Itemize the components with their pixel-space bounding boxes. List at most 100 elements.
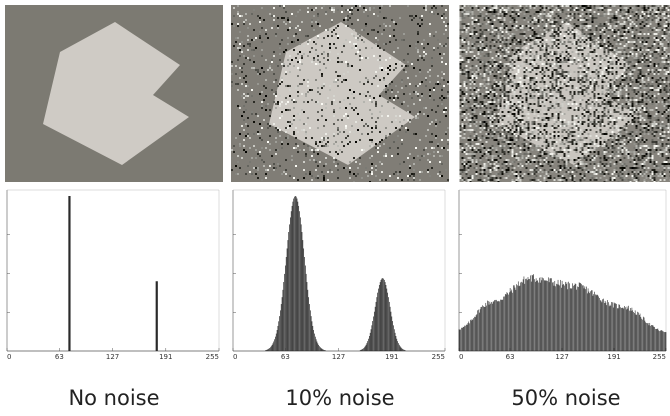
histogram-bar — [491, 301, 492, 351]
histogram-bar — [322, 349, 324, 351]
histogram-bar — [626, 306, 628, 351]
histogram-bar — [598, 296, 599, 351]
histogram-bar — [665, 332, 667, 351]
histogram-bar — [461, 327, 462, 351]
histogram-bar — [638, 312, 639, 351]
histogram-bar — [155, 281, 158, 351]
histogram-bar — [580, 283, 582, 351]
histogram-bar — [599, 297, 600, 351]
histogram-bar — [528, 279, 530, 351]
histogram-bar — [397, 341, 398, 351]
histogram-bar — [511, 289, 513, 351]
histogram-bar — [310, 316, 312, 351]
histogram-bar — [466, 324, 467, 351]
histogram-10-percent-noise: 0 63 127 191 255 — [232, 189, 446, 361]
histogram-bar — [627, 308, 629, 351]
histogram-bar — [368, 335, 370, 351]
image-shape — [43, 22, 189, 165]
histogram-bar — [513, 285, 515, 351]
histogram-bar — [486, 305, 487, 351]
histogram-bar — [487, 300, 488, 351]
histogram-50-percent-noise: 0 63 127 191 255 — [458, 189, 667, 361]
histogram-bar — [476, 314, 478, 351]
noise-free-image — [5, 5, 223, 182]
histogram-bar — [459, 329, 461, 351]
histogram-bar — [299, 217, 301, 351]
histogram-bar — [295, 196, 297, 351]
histogram-bar — [608, 302, 609, 351]
histogram-bar — [400, 347, 402, 351]
histogram-bar — [290, 217, 291, 351]
histogram-bar — [599, 300, 601, 351]
histogram-bar — [388, 301, 390, 351]
x-tick-label: 191 — [385, 353, 398, 361]
histogram-bar — [610, 305, 612, 351]
histogram-bar — [385, 285, 387, 351]
histogram-bar — [586, 293, 588, 351]
histogram-bar — [290, 211, 292, 351]
histogram-bar — [458, 329, 460, 351]
histogram-bar — [541, 280, 543, 351]
histogram-bar — [577, 286, 578, 351]
histogram-bar — [462, 326, 464, 351]
histogram-bar — [473, 318, 474, 351]
histogram-bar — [375, 301, 377, 351]
histogram-bar — [383, 278, 384, 351]
histogram-bar — [495, 299, 496, 351]
histogram-bar — [395, 335, 397, 351]
histogram-bar — [320, 348, 322, 351]
histogram-bar — [295, 196, 296, 351]
histogram-bar — [533, 274, 534, 351]
x-tick-label: 63 — [55, 353, 64, 361]
x-tick-label: 63 — [281, 353, 290, 361]
histogram-bar — [638, 315, 640, 351]
histogram-bar — [623, 308, 625, 351]
histogram-bar — [521, 281, 522, 351]
caption-10-percent-noise: 10% noise — [285, 386, 395, 410]
histogram-bar — [475, 315, 477, 351]
histogram-bar — [569, 283, 570, 351]
x-tick-label: 0 — [459, 353, 463, 361]
x-tick-label: 191 — [159, 353, 172, 361]
histogram-bar — [561, 280, 563, 351]
histogram-bar — [487, 301, 489, 351]
histogram-bar — [280, 304, 282, 351]
histogram-bar — [616, 303, 617, 351]
histogram-bar — [664, 332, 665, 351]
histogram-bar — [269, 348, 270, 351]
histogram-bar — [547, 280, 548, 351]
histogram-bar — [560, 279, 561, 351]
x-tick-label: 255 — [206, 353, 219, 361]
histogram-bar — [319, 347, 321, 351]
histogram-bar — [522, 279, 524, 351]
histogram-no-noise: 0 63 127 191 255 — [6, 189, 220, 361]
histogram-bar — [660, 330, 661, 351]
histogram-bar — [527, 277, 529, 351]
histogram-bar — [609, 304, 611, 351]
histogram-bar — [538, 282, 539, 351]
histogram-bar — [595, 294, 596, 351]
histogram-bar — [461, 327, 463, 351]
histogram-bar — [540, 277, 542, 351]
histogram-bar — [635, 314, 637, 351]
histogram-bar — [469, 323, 470, 351]
histogram-bar — [399, 346, 401, 351]
histogram-bar — [497, 301, 499, 351]
histogram-bar — [285, 265, 286, 351]
histogram-bar — [278, 321, 280, 351]
histogram-bar — [575, 284, 577, 351]
histogram-bar — [483, 306, 485, 351]
histogram-bar — [314, 336, 316, 351]
histogram-bar — [555, 286, 556, 351]
histogram-bar — [619, 304, 621, 351]
histogram-bar — [367, 341, 369, 351]
histogram-bar — [471, 319, 473, 351]
histogram-bar — [643, 317, 645, 351]
histogram-bar — [522, 282, 523, 351]
histogram-bar — [535, 281, 536, 351]
histogram-bar — [587, 288, 589, 351]
histogram-bar — [553, 285, 555, 351]
histogram-bar — [482, 305, 483, 351]
histogram-bar — [275, 336, 276, 351]
histogram-bar — [584, 286, 586, 351]
